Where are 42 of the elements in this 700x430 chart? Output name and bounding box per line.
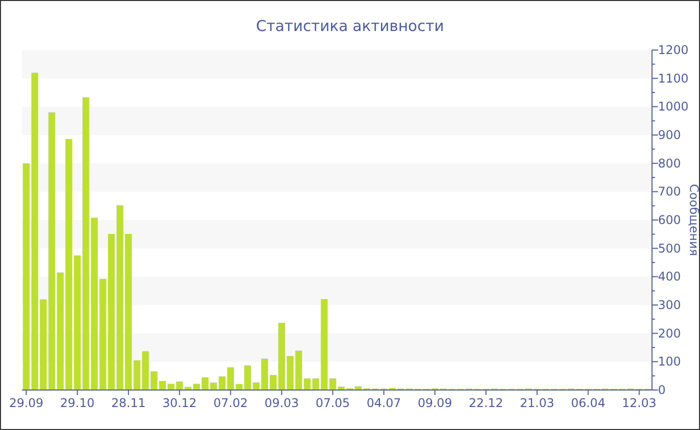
x-tick-label: 28.11 xyxy=(111,396,146,410)
bar xyxy=(278,322,286,390)
bar xyxy=(312,378,320,390)
bar xyxy=(22,163,30,390)
bar xyxy=(320,299,328,390)
x-tick-label: 30.12 xyxy=(162,396,197,410)
y-tick-label: 800 xyxy=(658,156,681,170)
y-tick-label: 700 xyxy=(658,184,681,199)
bar xyxy=(65,138,72,390)
y-tick-label: 1000 xyxy=(658,100,689,114)
bar xyxy=(304,378,311,390)
y-tick-label: 300 xyxy=(658,298,681,312)
bar xyxy=(286,356,294,390)
x-tick-label: 29.10 xyxy=(60,396,95,410)
y-tick-label: 1200 xyxy=(658,43,689,57)
x-tick-label: 04.07 xyxy=(366,396,402,410)
x-tick-label: 09.09 xyxy=(418,396,452,410)
y-tick-label: 400 xyxy=(658,270,681,284)
x-tick-label: 21.03 xyxy=(520,396,554,410)
bar xyxy=(48,112,56,390)
bar xyxy=(74,255,81,390)
y-tick-label: 500 xyxy=(658,241,681,256)
x-tick-label: 12.03 xyxy=(622,396,656,410)
bar xyxy=(56,272,64,390)
x-tick-label: 06.04 xyxy=(570,396,606,410)
y-tick-label: 100 xyxy=(658,354,681,369)
x-tick-label: 22.12 xyxy=(468,396,504,410)
chart-title: Статистика активности xyxy=(256,17,444,35)
y-tick-label: 200 xyxy=(658,326,681,340)
bar xyxy=(329,378,336,390)
bar xyxy=(40,299,47,390)
bar xyxy=(295,350,302,390)
x-tick-label: 29.09 xyxy=(9,396,44,410)
x-tick-label: 09.03 xyxy=(264,396,299,410)
x-tick-label: 07.02 xyxy=(213,396,248,410)
y-tick-label: 1100 xyxy=(658,71,689,86)
x-tick-label: 07.05 xyxy=(316,396,350,410)
y-tick-label: 900 xyxy=(658,128,681,142)
y-tick-label: 0 xyxy=(658,383,666,397)
bar xyxy=(31,72,38,390)
y-tick-label: 600 xyxy=(658,213,681,227)
y-axis-title: Сообщения xyxy=(687,184,700,256)
